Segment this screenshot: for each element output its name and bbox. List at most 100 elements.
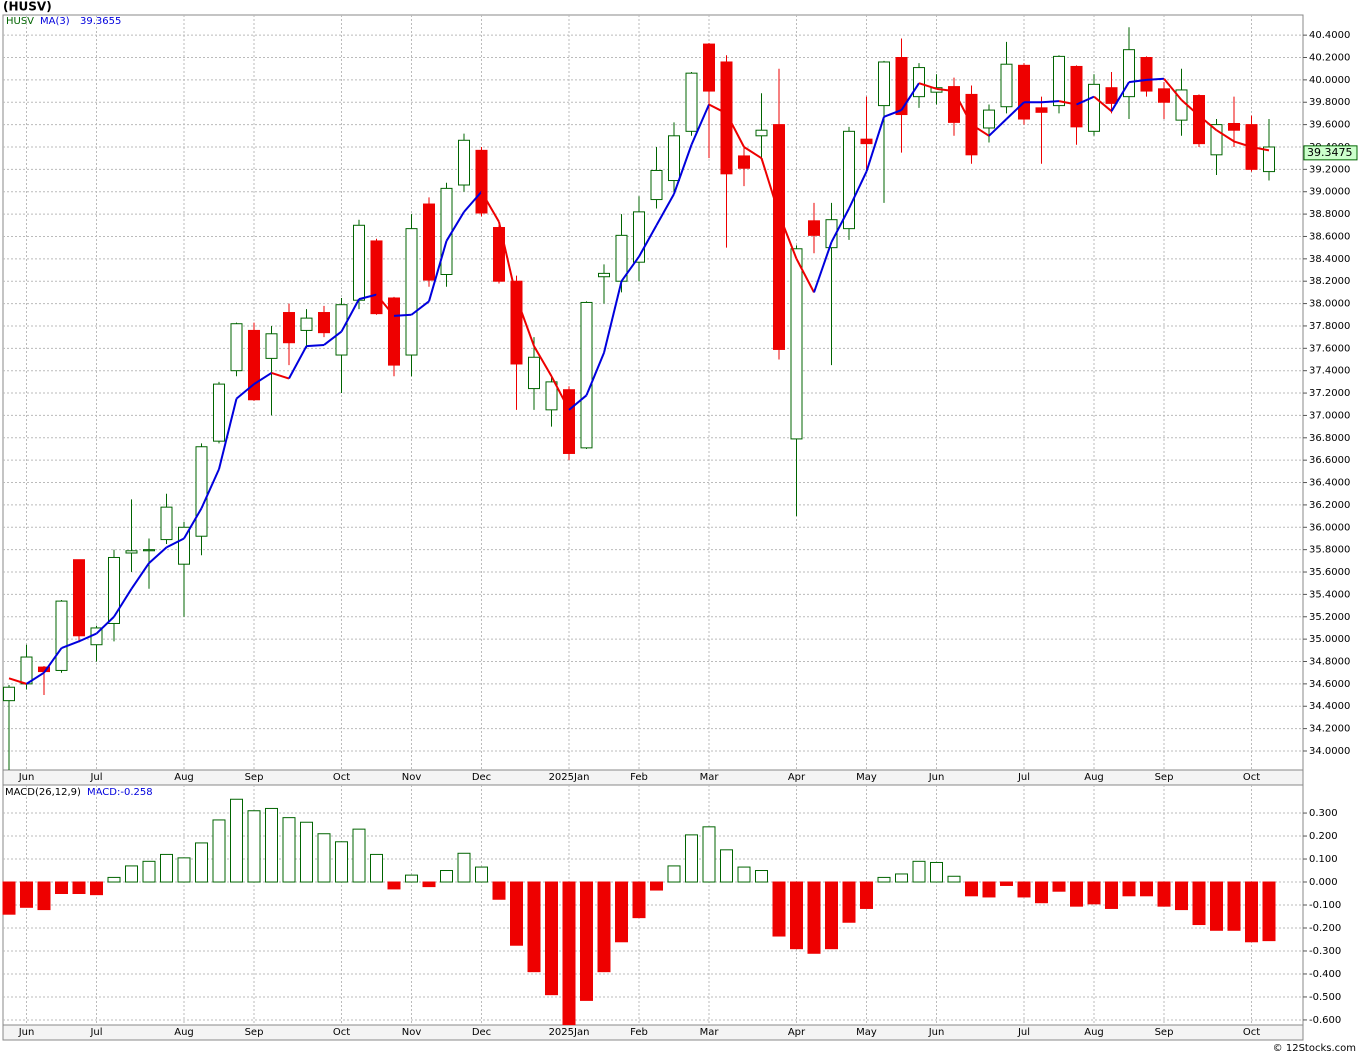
candle-body xyxy=(458,139,470,186)
ma-segment xyxy=(603,280,623,354)
ma-segment xyxy=(288,345,308,379)
ma-segment xyxy=(166,537,185,549)
candle-body xyxy=(860,138,873,145)
y-tick-label: 40.2000 xyxy=(1309,53,1350,64)
x-tick-label: Dec xyxy=(472,772,491,783)
x-tick-label: Mar xyxy=(700,772,720,783)
candle-body xyxy=(230,323,243,372)
candle-body xyxy=(318,312,330,334)
macd-bar xyxy=(965,881,978,897)
macd-bar xyxy=(545,881,558,996)
candle-body xyxy=(108,556,120,624)
x-tick-label: Mar xyxy=(700,1027,720,1038)
macd-bar xyxy=(1262,881,1276,942)
ma-segment xyxy=(830,208,850,243)
macd-bar xyxy=(457,852,471,883)
macd-bar xyxy=(1105,881,1118,909)
x-tick-label: Jul xyxy=(89,772,102,783)
ma-segment xyxy=(865,116,885,172)
candle-body xyxy=(20,656,33,685)
y-tick-label: -0.500 xyxy=(1309,992,1341,1003)
macd-value: MACD:-0.258 xyxy=(87,787,153,798)
x-tick-label: Aug xyxy=(174,772,194,783)
candle-body xyxy=(3,686,15,702)
macd-bar xyxy=(265,807,278,883)
macd-bar xyxy=(247,810,261,883)
candle-body xyxy=(1210,124,1223,156)
ma-segment xyxy=(498,221,518,299)
macd-date-band xyxy=(2,1024,1304,1041)
candle-body xyxy=(895,57,908,116)
last-price-label: 39.3475 xyxy=(1307,146,1353,159)
x-tick-label: May xyxy=(856,772,877,783)
candle-body xyxy=(790,248,803,440)
candle-body xyxy=(983,109,995,129)
macd-bar xyxy=(597,881,611,973)
y-tick-label: 34.8000 xyxy=(1309,657,1350,668)
y-tick-label: 34.0000 xyxy=(1309,746,1350,757)
y-tick-label: 38.6000 xyxy=(1309,231,1350,242)
ma-segment xyxy=(1110,81,1130,112)
ma-segment xyxy=(340,298,360,333)
macd-bar xyxy=(790,881,803,950)
y-tick-label: 40.4000 xyxy=(1309,30,1350,41)
ma-segment xyxy=(1058,100,1077,106)
macd-bar xyxy=(947,875,961,883)
x-tick-label: Jun xyxy=(928,772,945,783)
candle-body xyxy=(1018,64,1030,120)
legend-ma: MA(3) xyxy=(40,16,70,27)
candle-body xyxy=(598,272,610,278)
candle-body xyxy=(878,61,890,107)
macd-bar xyxy=(895,873,908,883)
candle-body xyxy=(633,211,645,263)
y-tick-label: 0.000 xyxy=(1309,877,1338,888)
candle-body xyxy=(510,280,523,365)
y-tick-label: -0.300 xyxy=(1309,946,1341,957)
candle-body xyxy=(143,549,155,552)
y-tick-label: 38.0000 xyxy=(1309,299,1350,310)
x-tick-label: Aug xyxy=(1084,772,1104,783)
legend-symbol: HUSV xyxy=(6,16,34,27)
candle-body xyxy=(55,600,68,671)
macd-bar xyxy=(580,881,593,1001)
y-tick-label: 35.8000 xyxy=(1309,545,1350,556)
macd-bar xyxy=(300,821,313,883)
ma-segment xyxy=(568,394,588,411)
y-tick-label: 34.6000 xyxy=(1309,679,1350,690)
candle-body xyxy=(650,169,663,201)
y-tick-label: 37.4000 xyxy=(1309,366,1350,377)
y-tick-label: 34.2000 xyxy=(1309,724,1350,735)
x-tick-label: Feb xyxy=(630,772,648,783)
ma-segment xyxy=(463,191,483,213)
candle-body xyxy=(1070,65,1083,128)
macd-bar xyxy=(212,819,226,883)
ma-segment xyxy=(883,109,902,118)
last-price-box xyxy=(1303,145,1358,161)
ma-segment xyxy=(533,345,553,377)
candle-body xyxy=(195,446,208,537)
y-tick-label: 37.6000 xyxy=(1309,343,1350,354)
macd-bar xyxy=(475,866,488,883)
ma-segment xyxy=(743,146,763,160)
candle-body xyxy=(370,240,383,315)
macd-bar xyxy=(720,849,733,883)
macd-bar xyxy=(737,866,751,883)
candle-body xyxy=(755,129,768,137)
y-tick-label: 0.200 xyxy=(1309,831,1338,842)
candle-body xyxy=(1000,63,1013,108)
ma-segment xyxy=(95,616,115,635)
y-tick-label: 36.2000 xyxy=(1309,500,1350,511)
ma-segment xyxy=(445,211,465,242)
ma-segment xyxy=(480,191,500,223)
x-tick-label: Oct xyxy=(333,772,350,783)
ma-segment xyxy=(638,224,658,258)
macd-bar xyxy=(510,881,523,946)
ma-segment xyxy=(1128,78,1147,84)
macd-bar xyxy=(1157,881,1171,907)
macd-bar xyxy=(492,881,506,900)
macd-bar xyxy=(405,874,418,883)
macd-bar xyxy=(1175,881,1188,911)
ma-segment xyxy=(655,193,675,226)
y-tick-label: 35.6000 xyxy=(1309,567,1350,578)
